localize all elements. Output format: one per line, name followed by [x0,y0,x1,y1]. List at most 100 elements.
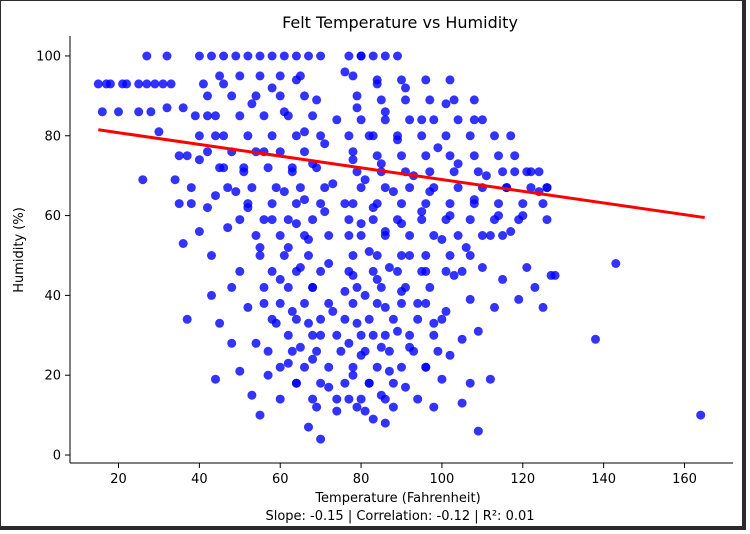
data-point [380,302,390,312]
data-point [498,274,508,284]
data-point [275,274,285,284]
data-point [275,394,285,404]
data-point [235,266,245,276]
data-point [380,330,390,340]
data-point [308,215,318,225]
data-point [372,151,382,161]
data-point [376,159,386,169]
data-point [332,394,342,404]
data-point [445,75,455,85]
data-point [429,318,439,328]
data-point [417,131,427,141]
data-point [300,195,309,205]
data-point [368,51,378,61]
data-point [522,263,532,272]
data-point [380,51,390,61]
data-point [413,394,423,404]
data-point [287,306,297,316]
data-point [417,266,427,276]
data-point [405,251,415,260]
data-point [441,306,451,316]
data-point [352,167,362,177]
data-point [97,107,107,117]
data-point [413,314,423,324]
data-point [291,266,301,276]
data-point [219,131,229,141]
data-point [429,231,439,240]
data-point [473,426,483,436]
data-point [174,199,184,209]
data-point [510,151,520,161]
data-point [287,163,297,173]
data-point [344,51,354,61]
y-tick-label: 40 [44,289,61,304]
data-point [437,374,447,384]
x-tick-label: 140 [591,472,616,487]
data-point [227,282,237,292]
data-point [376,342,386,352]
data-point [267,51,277,61]
data-point [469,151,479,161]
data-point [449,167,459,177]
data-point [295,342,305,352]
data-point [154,127,164,137]
data-point [304,318,313,328]
data-point [304,51,313,61]
data-point [356,231,366,240]
data-point [328,179,338,189]
data-point [162,51,172,61]
data-point [243,131,253,141]
data-point [360,290,370,300]
data-point [300,91,309,101]
data-point [453,183,463,193]
data-point [207,251,216,260]
y-tick-label: 20 [44,369,61,384]
trend-line-group [98,128,705,220]
data-point [380,231,390,240]
data-point [465,294,475,304]
data-point [485,231,495,240]
data-point [215,163,225,173]
data-point [498,167,508,177]
data-point [510,167,520,177]
data-point [255,71,265,81]
data-point [170,175,180,185]
data-point [348,370,358,380]
data-point [308,394,318,404]
data-point [263,346,273,356]
data-point [142,79,152,89]
data-point [166,79,176,89]
data-point [429,183,439,193]
data-point [308,354,318,364]
data-point [485,374,495,384]
data-point [211,374,220,384]
data-point [356,183,366,193]
data-point [465,378,475,388]
data-point [397,251,406,260]
data-point [203,203,212,213]
data-point [336,346,346,356]
data-point [441,131,451,141]
data-point [352,91,362,101]
data-point [312,163,322,173]
data-point [174,151,184,161]
data-point [138,175,148,185]
data-point [324,231,334,240]
data-point [344,215,354,225]
data-point [469,199,479,209]
data-point [243,199,253,209]
data-point [320,207,330,217]
data-point [542,183,552,193]
x-tick-label: 160 [672,472,697,487]
data-point [295,71,305,81]
data-point [231,51,241,61]
data-point [223,183,233,193]
data-point [263,163,273,173]
data-point [530,282,540,292]
y-tick-label: 80 [44,129,61,144]
x-tick-label: 80 [353,472,370,487]
data-point [388,314,398,324]
data-point [267,131,277,141]
data-point [340,286,350,296]
data-point [518,199,528,209]
